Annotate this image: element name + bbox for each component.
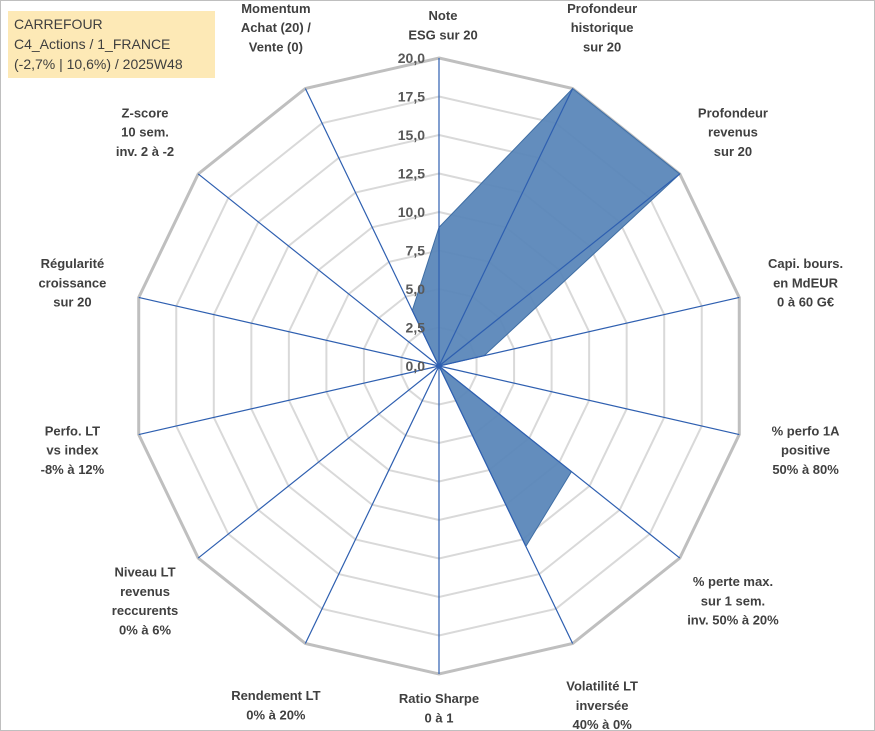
radar-spokes xyxy=(138,58,740,674)
tick-label-6: 15,0 xyxy=(398,127,425,143)
axis-label-12-line-2: inv. 2 à -2 xyxy=(116,144,174,159)
axis-label-3-line-2: 0 à 60 G€ xyxy=(777,295,834,310)
axis-label-1-line-2: sur 20 xyxy=(583,40,621,55)
axis-label-8: Rendement LT 0% à 20% xyxy=(231,688,320,722)
axis-label-10-line-1: vs index xyxy=(46,443,99,458)
tick-label-7: 17,5 xyxy=(398,89,425,105)
axis-label-3-line-0: Capi. bours. xyxy=(768,256,843,271)
chart-title-period: (-2,7% | 10,6%) / 2025W48 xyxy=(14,56,183,72)
axis-label-9-line-3: 0% à 6% xyxy=(119,622,171,637)
axis-label-7: Ratio Sharpe 0 à 1 xyxy=(399,691,479,725)
tick-label-2: 5,0 xyxy=(406,281,426,297)
axis-label-0: Note ESG sur 20 xyxy=(408,8,477,42)
axis-label-3: Capi. bours. en MdEUR 0 à 60 G€ xyxy=(768,256,843,310)
radar-tick-labels: 0,0 2,5 5,0 7,5 10,0 12,5 15,0 17,5 20,0 xyxy=(398,50,425,374)
axis-label-7-line-0: Ratio Sharpe xyxy=(399,691,479,706)
axis-label-4-line-1: positive xyxy=(781,443,830,458)
chart-title-category: C4_Actions / 1_FRANCE xyxy=(14,36,171,52)
spoke-2 xyxy=(438,173,681,367)
spoke-12 xyxy=(197,173,440,367)
axis-label-1-line-0: Profondeur xyxy=(567,1,637,16)
axis-label-11: Régularité croissance sur 20 xyxy=(38,256,106,310)
axis-label-7-line-1: 0 à 1 xyxy=(425,710,454,725)
spoke-13 xyxy=(304,88,440,367)
axis-label-2-line-0: Profondeur xyxy=(698,105,768,120)
axis-label-11-line-0: Régularité xyxy=(41,256,105,271)
tick-label-3: 7,5 xyxy=(406,243,426,259)
axis-label-5-line-1: sur 1 sem. xyxy=(701,593,765,608)
spoke-1 xyxy=(438,88,574,367)
spoke-4 xyxy=(438,365,740,436)
axis-label-2-line-2: sur 20 xyxy=(714,144,752,159)
axis-label-4: % perfo 1A positive 50% à 80% xyxy=(772,423,841,477)
axis-label-10-line-2: -8% à 12% xyxy=(41,462,105,477)
axis-label-5: % perte max. sur 1 sem. inv. 50% à 20% xyxy=(687,574,779,628)
axis-label-1-line-1: historique xyxy=(571,20,634,35)
tick-label-5: 12,5 xyxy=(398,166,425,182)
axis-label-6-line-1: inversée xyxy=(576,698,629,713)
axis-label-4-line-0: % perfo 1A xyxy=(772,423,841,438)
spoke-6 xyxy=(438,365,574,644)
tick-label-4: 10,0 xyxy=(398,204,425,220)
axis-label-12: Z-score 10 sem. inv. 2 à -2 xyxy=(116,105,174,159)
axis-label-0-line-1: ESG sur 20 xyxy=(408,27,477,42)
axis-label-11-line-1: croissance xyxy=(38,275,106,290)
spoke-8 xyxy=(304,365,440,644)
radar-axis-labels: Note ESG sur 20 Profondeur historique sur 20… xyxy=(38,1,843,730)
axis-label-9-line-2: reccurents xyxy=(112,603,178,618)
axis-label-12-line-0: Z-score xyxy=(122,105,169,120)
spoke-11 xyxy=(138,296,440,367)
axis-label-2-line-1: revenus xyxy=(708,125,758,140)
axis-label-11-line-2: sur 20 xyxy=(53,295,91,310)
axis-label-5-line-0: % perte max. xyxy=(693,574,773,589)
axis-label-8-line-0: Rendement LT xyxy=(231,688,320,703)
axis-label-10: Perfo. LT vs index -8% à 12% xyxy=(41,423,105,477)
axis-label-3-line-1: en MdEUR xyxy=(773,275,839,290)
tick-label-8: 20,0 xyxy=(398,50,425,66)
axis-label-13-line-0: Momentum xyxy=(241,1,310,16)
axis-label-0-line-0: Note xyxy=(429,8,458,23)
axis-label-6: Volatilité LT inversée 40% à 0% xyxy=(566,678,638,730)
spoke-3 xyxy=(438,296,740,367)
axis-label-9: Niveau LT revenus reccurents 0% à 6% xyxy=(112,564,178,637)
axis-label-9-line-1: revenus xyxy=(120,584,170,599)
spoke-10 xyxy=(138,365,440,436)
axis-label-13-line-2: Vente (0) xyxy=(249,40,303,55)
axis-label-6-line-2: 40% à 0% xyxy=(573,717,633,730)
axis-label-6-line-0: Volatilité LT xyxy=(566,678,638,693)
axis-label-10-line-0: Perfo. LT xyxy=(45,423,100,438)
axis-label-13: Momentum Achat (20) / Vente (0) xyxy=(241,1,311,55)
axis-label-8-line-1: 0% à 20% xyxy=(246,707,306,722)
chart-title-company: CARREFOUR xyxy=(14,16,103,32)
tick-label-1: 2,5 xyxy=(406,320,426,336)
axis-label-9-line-0: Niveau LT xyxy=(114,564,175,579)
axis-label-1: Profondeur historique sur 20 xyxy=(567,1,637,55)
axis-label-12-line-1: 10 sem. xyxy=(121,125,169,140)
axis-label-4-line-2: 50% à 80% xyxy=(772,462,839,477)
chart-title-box: CARREFOUR C4_Actions / 1_FRANCE (-2,7% |… xyxy=(8,11,215,78)
axis-label-2: Profondeur revenus sur 20 xyxy=(698,105,768,159)
axis-label-5-line-2: inv. 50% à 20% xyxy=(687,613,779,628)
axis-label-13-line-1: Achat (20) / xyxy=(241,20,311,35)
spoke-9 xyxy=(197,365,440,559)
spoke-5 xyxy=(438,365,681,559)
tick-label-0: 0,0 xyxy=(406,358,426,374)
